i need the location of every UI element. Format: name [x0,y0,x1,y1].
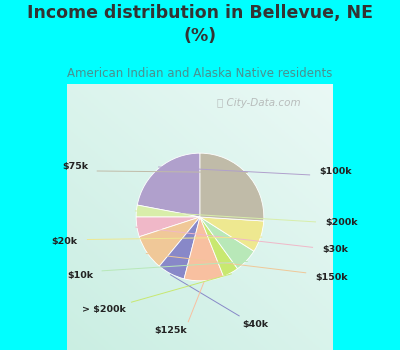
Wedge shape [200,217,238,276]
Text: $150k: $150k [315,273,348,282]
Text: Income distribution in Bellevue, NE
(%): Income distribution in Bellevue, NE (%) [27,5,373,44]
Wedge shape [136,217,200,237]
Wedge shape [200,217,254,269]
Wedge shape [136,205,200,217]
Wedge shape [159,217,200,279]
Text: $10k: $10k [68,271,94,280]
Text: $125k: $125k [154,326,187,335]
Text: $20k: $20k [52,237,78,246]
Text: $75k: $75k [62,162,88,172]
Wedge shape [137,153,200,217]
Text: ⓘ City-Data.com: ⓘ City-Data.com [217,98,300,107]
Wedge shape [184,217,224,281]
Text: $100k: $100k [319,167,352,176]
Text: $200k: $200k [326,218,358,227]
Text: $30k: $30k [322,245,348,254]
Text: American Indian and Alaska Native residents: American Indian and Alaska Native reside… [67,67,333,80]
Wedge shape [200,217,264,251]
Wedge shape [139,217,200,266]
Text: > $200k: > $200k [82,305,126,314]
Text: $40k: $40k [242,320,269,329]
Wedge shape [200,153,264,221]
